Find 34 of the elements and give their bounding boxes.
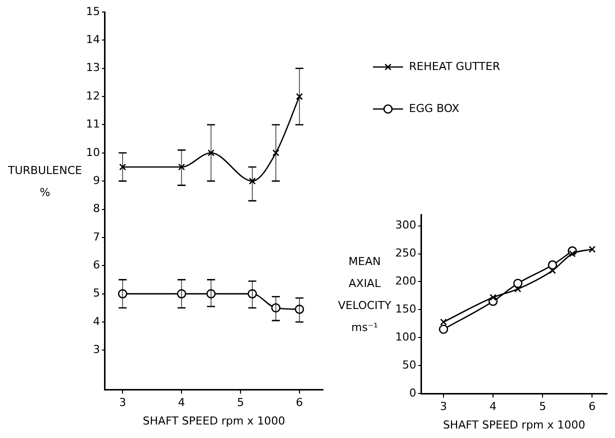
y-tick-label: 0 [409,386,416,400]
y-tick-label: 3 [92,343,100,356]
x-tick-label: 6 [296,396,303,410]
y-tick-label: 6 [92,258,100,272]
y-tick-label: 15 [86,4,100,18]
y-tick-label: 150 [395,302,416,316]
x-tick-label: 3 [119,396,126,410]
y-tick-label: 5 [92,286,100,300]
y-tick-label: 100 [395,330,416,344]
y-axis-title: MEAN AXIAL VELOCITY ms⁻¹ [338,255,392,334]
y-tick-label: 9 [92,174,100,187]
x-tick-label: 5 [539,400,546,414]
y-axis-title: TURBULENCE % [7,164,82,199]
y-tick-label: 10 [86,146,100,159]
x-tick-label: 4 [490,400,497,414]
y-tick-label: 200 [395,274,416,288]
x-tick-label: 3 [440,400,448,414]
y-tick-label: 8 [92,202,100,216]
y-tick-label: 4 [92,314,100,328]
x-axis-title: SHAFT SPEED rpm x 1000 [442,418,586,432]
x-tick-label: 5 [236,396,244,410]
y-tick-label: 50 [402,358,416,372]
legend-label: EGG BOX [409,102,460,115]
y-tick-label: 12 [86,89,100,102]
y-tick-label: 7 [92,230,100,244]
x-tick-label: 6 [588,400,596,414]
legend-label: REHEAT GUTTER [409,60,500,73]
y-tick-label: 300 [395,218,416,232]
x-axis-title: SHAFT SPEED rpm x 1000 [142,414,286,428]
y-tick-label: 250 [395,246,416,260]
y-tick-label: 14 [86,33,100,46]
y-tick-label: 11 [86,118,100,131]
x-tick-label: 4 [178,396,186,410]
y-tick-label: 13 [86,61,100,74]
